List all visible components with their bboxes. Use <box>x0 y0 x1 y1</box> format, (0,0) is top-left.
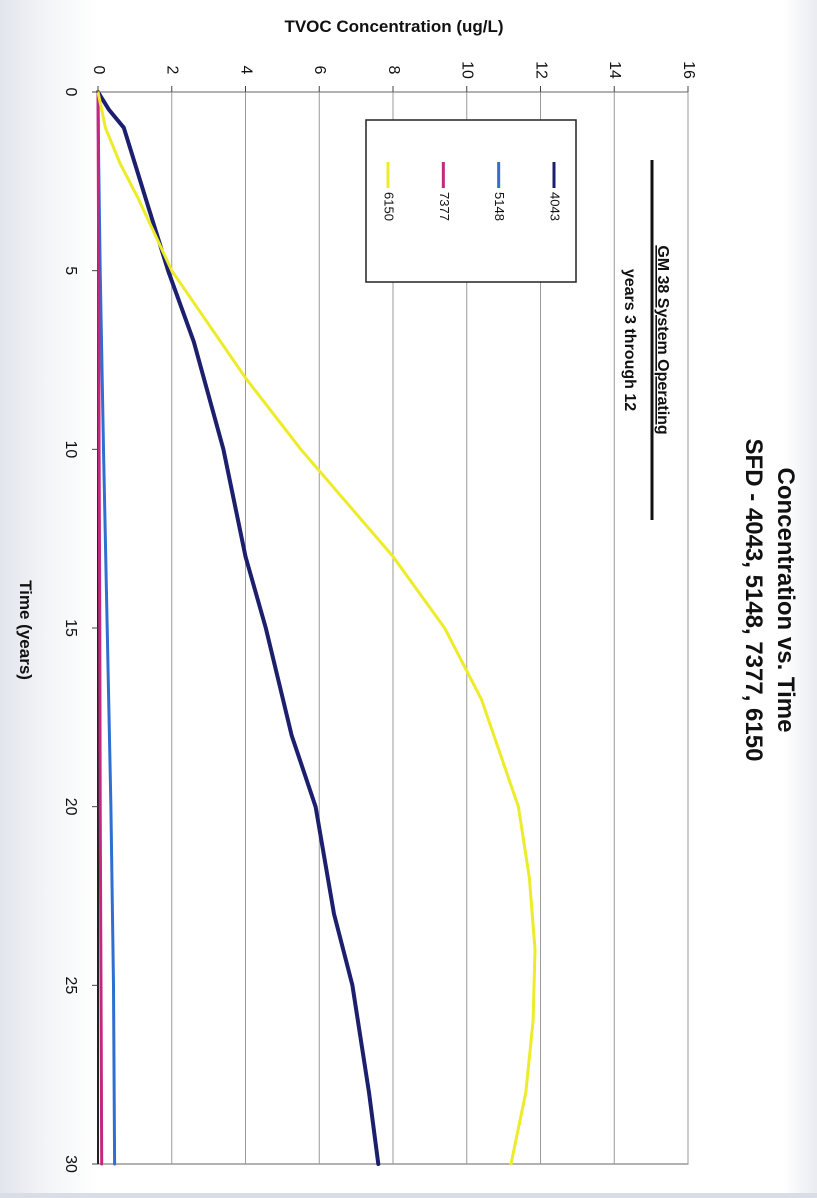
annotation-title: GM 38 System Operating <box>654 245 671 434</box>
x-axis-label: Time (years) <box>16 580 35 680</box>
x-tick-label: 20 <box>62 798 79 816</box>
legend-label-6150: 6150 <box>382 192 397 221</box>
y-tick-label: 0 <box>90 66 107 75</box>
series-line-4043 <box>96 90 381 1166</box>
legend-label-5148: 5148 <box>492 192 507 221</box>
x-tick-label: 25 <box>62 976 79 994</box>
legend: 4043 5148 7377 6150 <box>365 119 577 283</box>
x-tick-label: 0 <box>62 88 79 97</box>
tick-labels: 0 2 4 6 8 10 12 14 16 0 5 10 15 20 25 30 <box>62 61 697 1173</box>
chart-subtitle: SFD - 4043, 5148, 7377, 6150 <box>740 439 767 762</box>
y-tick-label: 2 <box>164 66 181 75</box>
series-line-6150 <box>96 90 537 1166</box>
annotation: GM 38 System Operating years 3 through 1… <box>621 160 671 520</box>
y-tick-label: 12 <box>532 61 549 79</box>
y-tick-label: 8 <box>385 66 402 75</box>
x-tick-label: 5 <box>62 266 79 275</box>
chart-title: Concentration vs. Time <box>772 468 799 733</box>
y-tick-label: 4 <box>237 66 254 75</box>
legend-box <box>365 119 577 283</box>
y-tick-label: 6 <box>311 66 328 75</box>
x-tick-label: 15 <box>62 619 79 637</box>
x-tick-label: 10 <box>62 440 79 458</box>
series-lines <box>96 90 537 1166</box>
legend-label-4043: 4043 <box>548 192 563 221</box>
y-tick-label: 16 <box>680 61 697 79</box>
y-axis-label: TVOC Concentration (ug/L) <box>284 17 503 36</box>
y-tick-label: 10 <box>459 61 476 79</box>
series-line-7377 <box>96 90 104 1166</box>
y-tick-label: 14 <box>606 61 623 79</box>
annotation-subtitle: years 3 through 12 <box>621 269 638 411</box>
x-tick-label: 30 <box>62 1155 79 1173</box>
legend-label-7377: 7377 <box>437 192 452 221</box>
